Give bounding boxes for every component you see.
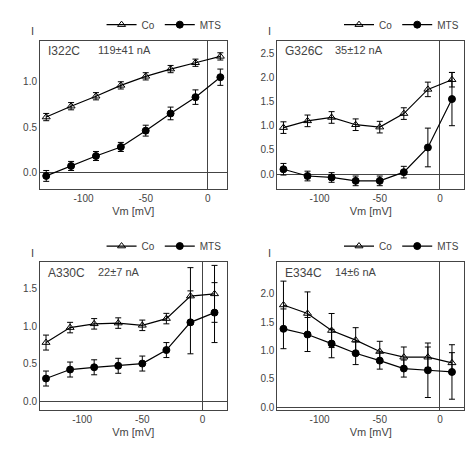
svg-text:0: 0 — [205, 193, 211, 204]
svg-text:14±6 nA: 14±6 nA — [335, 266, 377, 278]
svg-text:-50: -50 — [373, 193, 388, 204]
svg-text:I: I — [31, 247, 34, 259]
svg-text:0.5: 0.5 — [261, 144, 275, 155]
svg-text:Vm [mV]: Vm [mV] — [350, 205, 392, 217]
svg-text:-50: -50 — [373, 414, 388, 425]
svg-text:1.0: 1.0 — [261, 120, 275, 131]
svg-text:MTS: MTS — [200, 241, 221, 252]
svg-text:0.5: 0.5 — [261, 373, 275, 384]
svg-text:1.0: 1.0 — [23, 321, 37, 332]
svg-text:119±41 nA: 119±41 nA — [98, 44, 151, 56]
svg-text:-50: -50 — [135, 414, 150, 425]
svg-text:22±7 nA: 22±7 nA — [98, 266, 140, 278]
svg-text:0: 0 — [200, 414, 206, 425]
svg-text:1.0: 1.0 — [261, 345, 275, 356]
svg-text:0.5: 0.5 — [23, 122, 37, 133]
svg-text:-100: -100 — [310, 193, 330, 204]
svg-text:0.0: 0.0 — [23, 396, 37, 407]
svg-text:MTS: MTS — [437, 20, 458, 31]
svg-text:0: 0 — [437, 414, 443, 425]
svg-text:0.5: 0.5 — [23, 358, 37, 369]
svg-text:Co: Co — [379, 20, 392, 31]
svg-text:G326C: G326C — [285, 44, 323, 58]
svg-text:Vm [mV]: Vm [mV] — [350, 426, 392, 438]
svg-text:1.5: 1.5 — [261, 96, 275, 107]
svg-text:-100: -100 — [72, 414, 92, 425]
svg-text:2.0: 2.0 — [261, 72, 275, 83]
svg-text:2.0: 2.0 — [261, 288, 275, 299]
svg-text:A330C: A330C — [48, 266, 85, 280]
svg-text:35±12 nA: 35±12 nA — [335, 44, 383, 56]
svg-text:-100: -100 — [310, 414, 330, 425]
svg-text:Vm [mV]: Vm [mV] — [112, 205, 154, 217]
svg-text:0.0: 0.0 — [23, 167, 37, 178]
svg-text:I322C: I322C — [48, 44, 80, 58]
svg-text:MTS: MTS — [437, 241, 458, 252]
svg-text:2.5: 2.5 — [261, 48, 275, 59]
svg-text:-50: -50 — [138, 193, 153, 204]
svg-text:1.5: 1.5 — [261, 317, 275, 328]
svg-text:1.0: 1.0 — [23, 76, 37, 87]
svg-text:Co: Co — [379, 241, 392, 252]
svg-text:Co: Co — [142, 241, 155, 252]
svg-text:I: I — [268, 247, 271, 259]
svg-text:0.0: 0.0 — [261, 402, 275, 413]
svg-text:MTS: MTS — [200, 20, 221, 31]
svg-text:0: 0 — [437, 193, 443, 204]
svg-text:I: I — [31, 25, 34, 37]
svg-text:1.5: 1.5 — [23, 283, 37, 294]
svg-text:-100: -100 — [74, 193, 94, 204]
svg-text:Vm [mV]: Vm [mV] — [112, 426, 154, 438]
svg-text:Co: Co — [142, 20, 155, 31]
svg-text:E334C: E334C — [285, 266, 322, 280]
svg-text:I: I — [268, 25, 271, 37]
svg-text:0.0: 0.0 — [261, 169, 275, 180]
